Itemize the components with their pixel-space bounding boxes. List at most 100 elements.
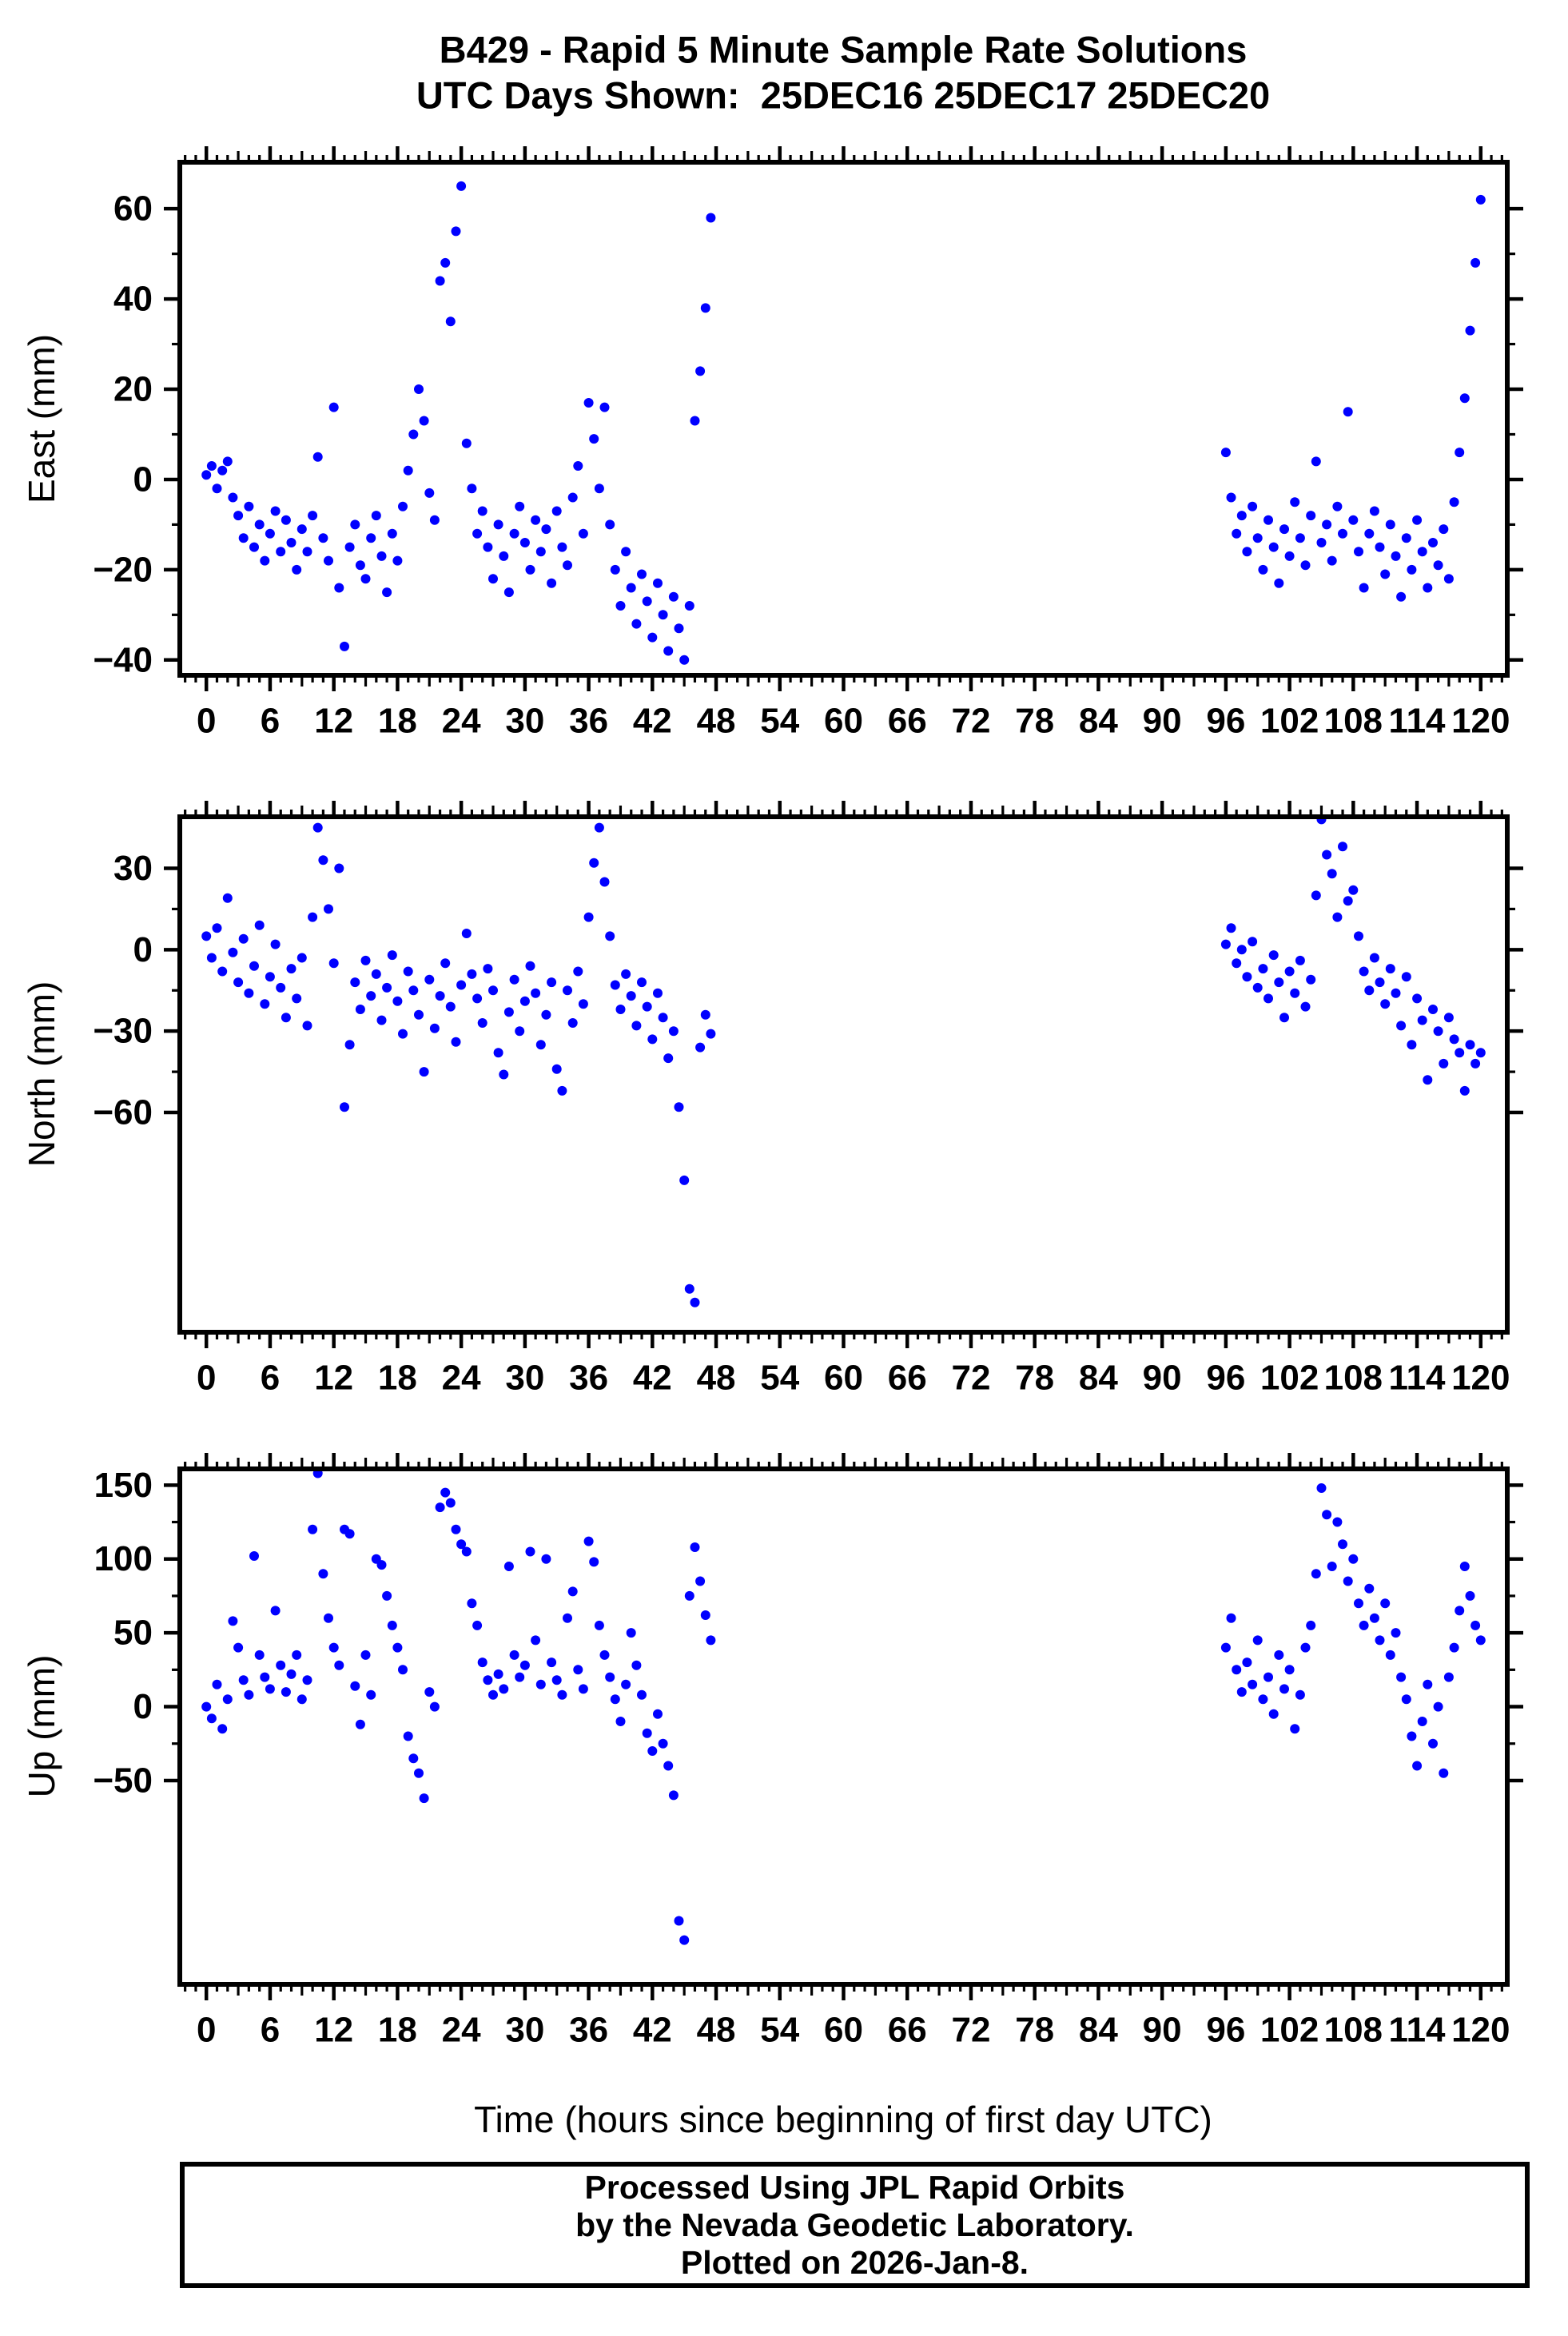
data-point	[451, 1524, 461, 1534]
data-point	[690, 1297, 700, 1307]
data-point	[1258, 564, 1268, 575]
x-tick-label: 18	[378, 702, 417, 741]
data-point	[1311, 890, 1321, 901]
data-point	[318, 1569, 328, 1579]
data-point	[1274, 1650, 1284, 1660]
x-axis-label: Time (hours since beginning of first day…	[474, 2099, 1212, 2140]
data-point	[334, 863, 344, 874]
data-point	[1332, 1517, 1343, 1527]
data-point	[706, 213, 716, 223]
data-point	[1284, 966, 1295, 977]
data-point	[589, 1557, 599, 1567]
data-point	[1306, 1620, 1316, 1630]
data-point	[249, 542, 259, 552]
x-tick-label: 6	[261, 702, 280, 741]
x-tick-label: 6	[261, 2011, 280, 2050]
x-tick-label: 108	[1324, 2011, 1383, 2050]
data-point	[493, 519, 503, 530]
data-point	[334, 1660, 344, 1670]
y-tick-label: −30	[93, 1012, 153, 1051]
x-tick-label: 84	[1079, 2011, 1118, 2050]
data-point	[1391, 1628, 1401, 1638]
data-point	[296, 1694, 307, 1705]
data-point	[308, 912, 318, 922]
data-point	[551, 1064, 562, 1074]
data-point	[451, 226, 461, 237]
data-point	[1407, 564, 1417, 575]
data-point	[503, 587, 514, 598]
data-point	[472, 528, 483, 539]
data-point	[398, 501, 408, 511]
data-point	[461, 929, 472, 938]
data-point	[541, 524, 551, 535]
data-point	[1348, 515, 1359, 525]
x-tick-label: 72	[951, 702, 990, 741]
data-point	[445, 316, 456, 327]
x-tick-label: 114	[1389, 1359, 1447, 1398]
data-point	[1242, 547, 1252, 557]
data-point	[334, 583, 344, 593]
data-point	[700, 303, 710, 313]
data-point	[1316, 1483, 1327, 1493]
data-point	[1428, 1738, 1438, 1749]
data-point	[567, 1018, 578, 1028]
x-tick-label: 96	[1206, 1359, 1245, 1398]
data-point	[1391, 988, 1401, 998]
x-tick-label: 30	[505, 1359, 544, 1398]
data-point	[1236, 511, 1247, 521]
x-tick-label: 66	[888, 2011, 927, 2050]
data-point	[312, 822, 323, 833]
data-point	[1455, 1048, 1465, 1058]
data-point	[281, 1013, 291, 1023]
data-point	[270, 1606, 281, 1616]
data-point	[477, 506, 488, 516]
x-tick-label: 48	[697, 1359, 736, 1398]
y-tick-label: 60	[113, 189, 153, 229]
data-point	[1417, 547, 1427, 557]
data-point	[392, 1642, 403, 1653]
data-point	[201, 1701, 212, 1712]
data-point	[260, 999, 270, 1009]
data-point	[1423, 1075, 1433, 1085]
data-point	[631, 619, 642, 629]
x-tick-label: 48	[697, 2011, 736, 2050]
data-point	[387, 1620, 397, 1630]
y-axis-label-up: Up (mm)	[21, 1654, 62, 1798]
data-point	[615, 1005, 626, 1014]
data-point	[1449, 497, 1459, 507]
data-point	[700, 1610, 710, 1620]
data-point	[1306, 974, 1316, 985]
data-point	[302, 1021, 312, 1031]
data-point	[344, 1529, 355, 1539]
data-point	[472, 993, 483, 1004]
x-tick-label: 24	[442, 1359, 481, 1398]
data-point	[1359, 583, 1369, 593]
data-point	[1354, 547, 1363, 557]
data-point	[488, 1689, 498, 1700]
data-point	[212, 484, 222, 494]
x-tick-label: 90	[1143, 2011, 1182, 2050]
data-point	[461, 438, 472, 448]
data-point	[276, 547, 286, 557]
data-point	[599, 402, 610, 412]
data-point	[324, 1613, 333, 1623]
data-point	[1220, 448, 1231, 458]
data-point	[1369, 1613, 1379, 1623]
data-point	[292, 1650, 302, 1660]
data-point	[408, 429, 419, 440]
data-point	[376, 1560, 387, 1570]
data-point	[567, 492, 578, 503]
data-point	[621, 547, 631, 557]
x-tick-label: 0	[197, 1359, 216, 1398]
data-point	[222, 456, 233, 467]
data-point	[690, 1542, 700, 1552]
x-tick-label: 0	[197, 2011, 216, 2050]
data-point	[1322, 519, 1332, 530]
x-tick-label: 114	[1389, 2011, 1447, 2050]
data-point	[292, 564, 302, 575]
data-point	[589, 858, 599, 868]
data-point	[1226, 1613, 1236, 1623]
data-point	[355, 1005, 365, 1014]
data-point	[419, 416, 429, 426]
x-tick-label: 108	[1324, 1359, 1383, 1398]
